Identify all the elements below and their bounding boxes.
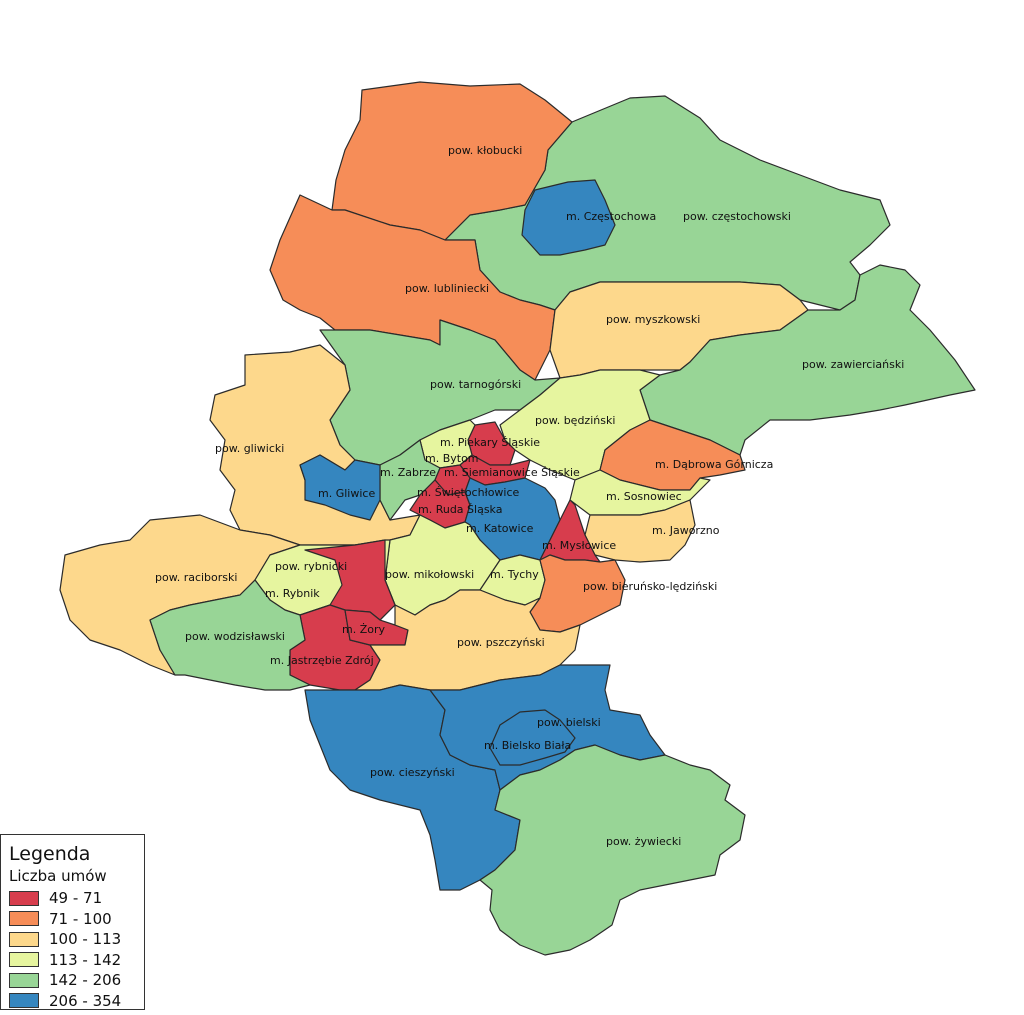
legend-item: 49 - 71 [9,888,136,909]
region-pow-zawiercianski[interactable]: pow. zawierciański [639,264,976,456]
legend-item: 71 - 100 [9,909,136,930]
legend-item: 206 - 354 [9,991,136,1012]
label-m-tychy: m. Tychy [490,568,539,581]
label-m-czestochowa: m. Częstochowa [566,210,656,223]
label-pow-zawiercianski: pow. zawierciański [802,358,904,371]
label-m-dabrowa-gornicza: m. Dąbrowa Górnicza [655,458,773,471]
legend-swatch [9,931,39,947]
legend-item: 142 - 206 [9,970,136,991]
label-m-jastrzebie-zdroj: m. Jastrzębie Zdrój [270,654,374,667]
legend-swatch [9,890,39,906]
region-pow-zywiecki[interactable]: pow. żywiecki [479,744,746,956]
label-pow-myszkowski: pow. myszkowski [606,313,700,326]
legend-swatch [9,952,39,968]
label-m-jaworzno: m. Jaworzno [652,524,720,537]
region-m-czestochowa[interactable]: m. Częstochowa [521,179,616,256]
legend-item: 113 - 142 [9,950,136,971]
label-m-katowice: m. Katowice [466,522,534,535]
label-pow-klobucki: pow. kłobucki [448,144,522,157]
legend-swatch [9,993,39,1009]
label-m-ruda-slaska: m. Ruda Śląska [418,503,502,516]
label-pow-raciborski: pow. raciborski [155,571,237,584]
legend-swatch [9,972,39,988]
label-m-rybnik: m. Rybnik [265,587,320,600]
label-pow-bedzinski: pow. będziński [535,414,615,427]
label-pow-lubliniecki: pow. lubliniecki [405,282,489,295]
label-m-gliwice: m. Gliwice [318,487,375,500]
legend-label: 113 - 142 [49,950,122,969]
legend-label: 49 - 71 [49,889,103,908]
legend-label: 100 - 113 [49,930,122,949]
legend: Legenda Liczba umów 49 - 71 71 - 100 100… [0,834,145,1010]
legend-swatch [9,911,39,927]
legend-label: 206 - 354 [49,991,122,1010]
legend-label: 142 - 206 [49,971,122,990]
label-pow-czestochowski: pow. częstochowski [683,210,791,223]
label-pow-mikolowski: pow. mikołowski [385,568,474,581]
label-pow-bierunsko-ledzinski: pow. bieruńsko-lędziński [583,580,717,593]
label-m-siemianowice: m. Siemianowice Śląskie [444,466,580,479]
label-m-zory: m. Żory [342,623,385,636]
label-m-swietochlowice: m. Świętochłowice [417,486,520,499]
region-pow-bierunsko-ledzinski[interactable]: pow. bieruńsko-lędziński [529,554,626,633]
region-m-gliwice[interactable]: m. Gliwice [299,454,381,521]
label-m-zabrze: m. Zabrze [380,466,436,479]
region-pow-wodzislawski[interactable]: pow. wodzisławski [149,579,311,691]
label-m-sosnowiec: m. Sosnowiec [606,490,682,503]
label-pow-bielski: pow. bielski [537,716,601,729]
legend-item: 100 - 113 [9,929,136,950]
legend-label: 71 - 100 [49,909,112,928]
label-pow-pszczynski: pow. pszczyński [457,636,545,649]
label-pow-gliwicki: pow. gliwicki [215,442,284,455]
label-pow-wodzislawski: pow. wodzisławski [185,630,285,643]
label-pow-tarnogorski: pow. tarnogórski [430,378,521,391]
legend-title: Legenda [9,843,91,865]
label-pow-zywiecki: pow. żywiecki [606,835,681,848]
region-pow-klobucki[interactable]: pow. kłobucki [331,81,573,241]
label-m-bytom: m. Bytom [425,452,479,465]
label-m-piekary-slaskie: m. Piekary Śląskie [440,436,540,449]
label-m-bielsko-biala: m. Bielsko Biała [484,739,571,752]
label-m-myslowice: m. Mysłowice [542,539,616,552]
label-pow-cieszynski: pow. cieszyński [370,766,455,779]
region-m-bielsko-biala[interactable]: m. Bielsko Biała [489,709,576,766]
label-pow-rybnicki: pow. rybnicki [275,560,347,573]
legend-subtitle: Liczba umów [9,867,107,885]
